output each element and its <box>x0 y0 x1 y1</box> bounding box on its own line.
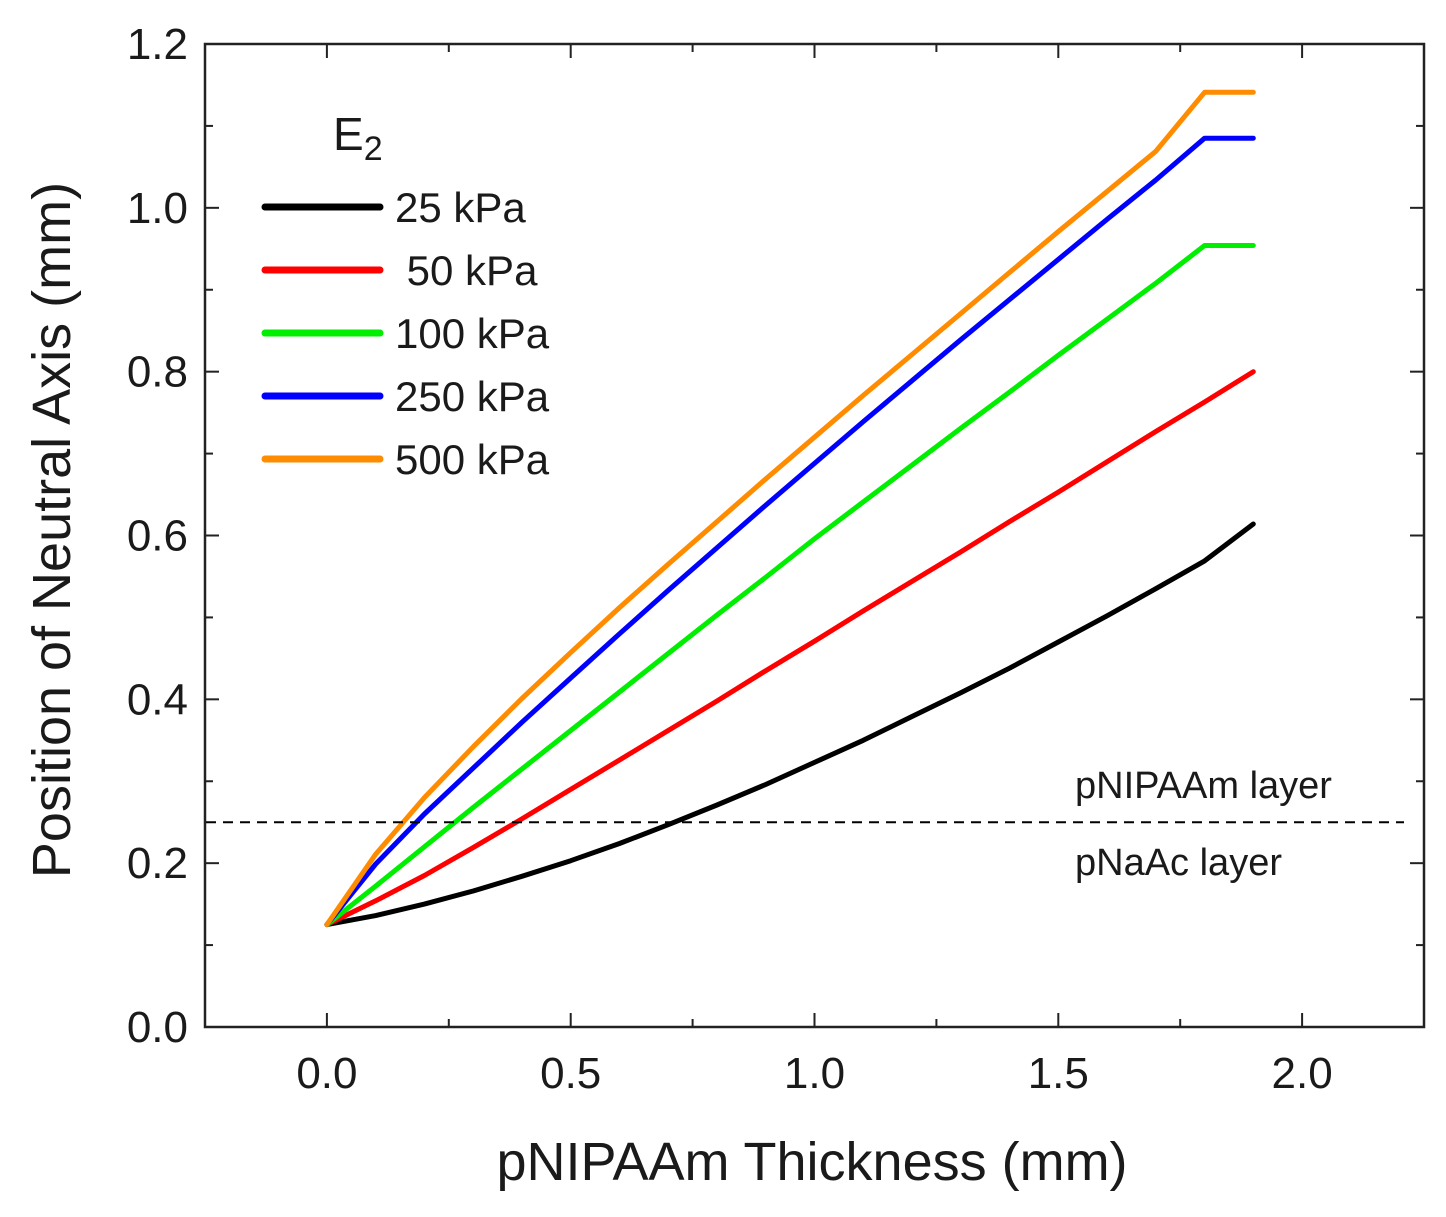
series-line-2 <box>324 243 1256 928</box>
legend-items: 25 kPa 50 kPa 100 kPa 250 kPa 500 kPa <box>261 184 550 483</box>
plot-frame <box>203 42 1426 1029</box>
y-tick-label: 0.2 <box>127 839 188 888</box>
series-line-0 <box>324 521 1256 928</box>
y-tick-label: 0.0 <box>127 1003 188 1052</box>
legend-label-4: 500 kPa <box>395 436 550 483</box>
legend-label-1: 50 kPa <box>395 247 538 294</box>
x-axis-title: pNIPAAm Thickness (mm) <box>496 1132 1127 1192</box>
y-tick-label: 0.4 <box>127 675 188 724</box>
tick-labels: 0.0 0.5 1.0 1.5 2.0 0.0 0.2 0.4 0.6 0.8 1.0 1.2 <box>127 20 1333 1098</box>
y-axis-title: Position of Neutral Axis (mm) <box>22 182 82 878</box>
x-tick-label: 2.0 <box>1272 1049 1333 1098</box>
legend-label-3: 250 kPa <box>395 373 550 420</box>
annotation-below: pNaAc layer <box>1075 842 1282 884</box>
series-lines <box>324 89 1256 928</box>
legend: E2 25 kPa 50 kPa 100 kPa 250 kPa 500 kPa <box>261 108 550 483</box>
x-tick-label: 0.5 <box>540 1049 601 1098</box>
x-tick-label: 1.5 <box>1028 1049 1089 1098</box>
y-tick-label: 1.0 <box>127 184 188 233</box>
legend-title: E2 <box>333 108 383 168</box>
series-line-4 <box>324 89 1256 928</box>
y-tick-label: 1.2 <box>127 20 188 69</box>
y-tick-label: 0.8 <box>127 348 188 397</box>
legend-title-sub: 2 <box>364 130 383 168</box>
axis-ticks <box>205 43 1425 1028</box>
legend-label-2: 100 kPa <box>395 310 550 357</box>
x-tick-label: 1.0 <box>784 1049 845 1098</box>
x-tick-label: 0.0 <box>296 1049 357 1098</box>
legend-title-main: E <box>333 108 364 160</box>
legend-label-0: 25 kPa <box>395 184 526 231</box>
series-line-3 <box>324 135 1256 928</box>
series-line-1 <box>324 369 1256 928</box>
annotation-above: pNIPAAm layer <box>1075 765 1332 807</box>
y-tick-label: 0.6 <box>127 512 188 561</box>
